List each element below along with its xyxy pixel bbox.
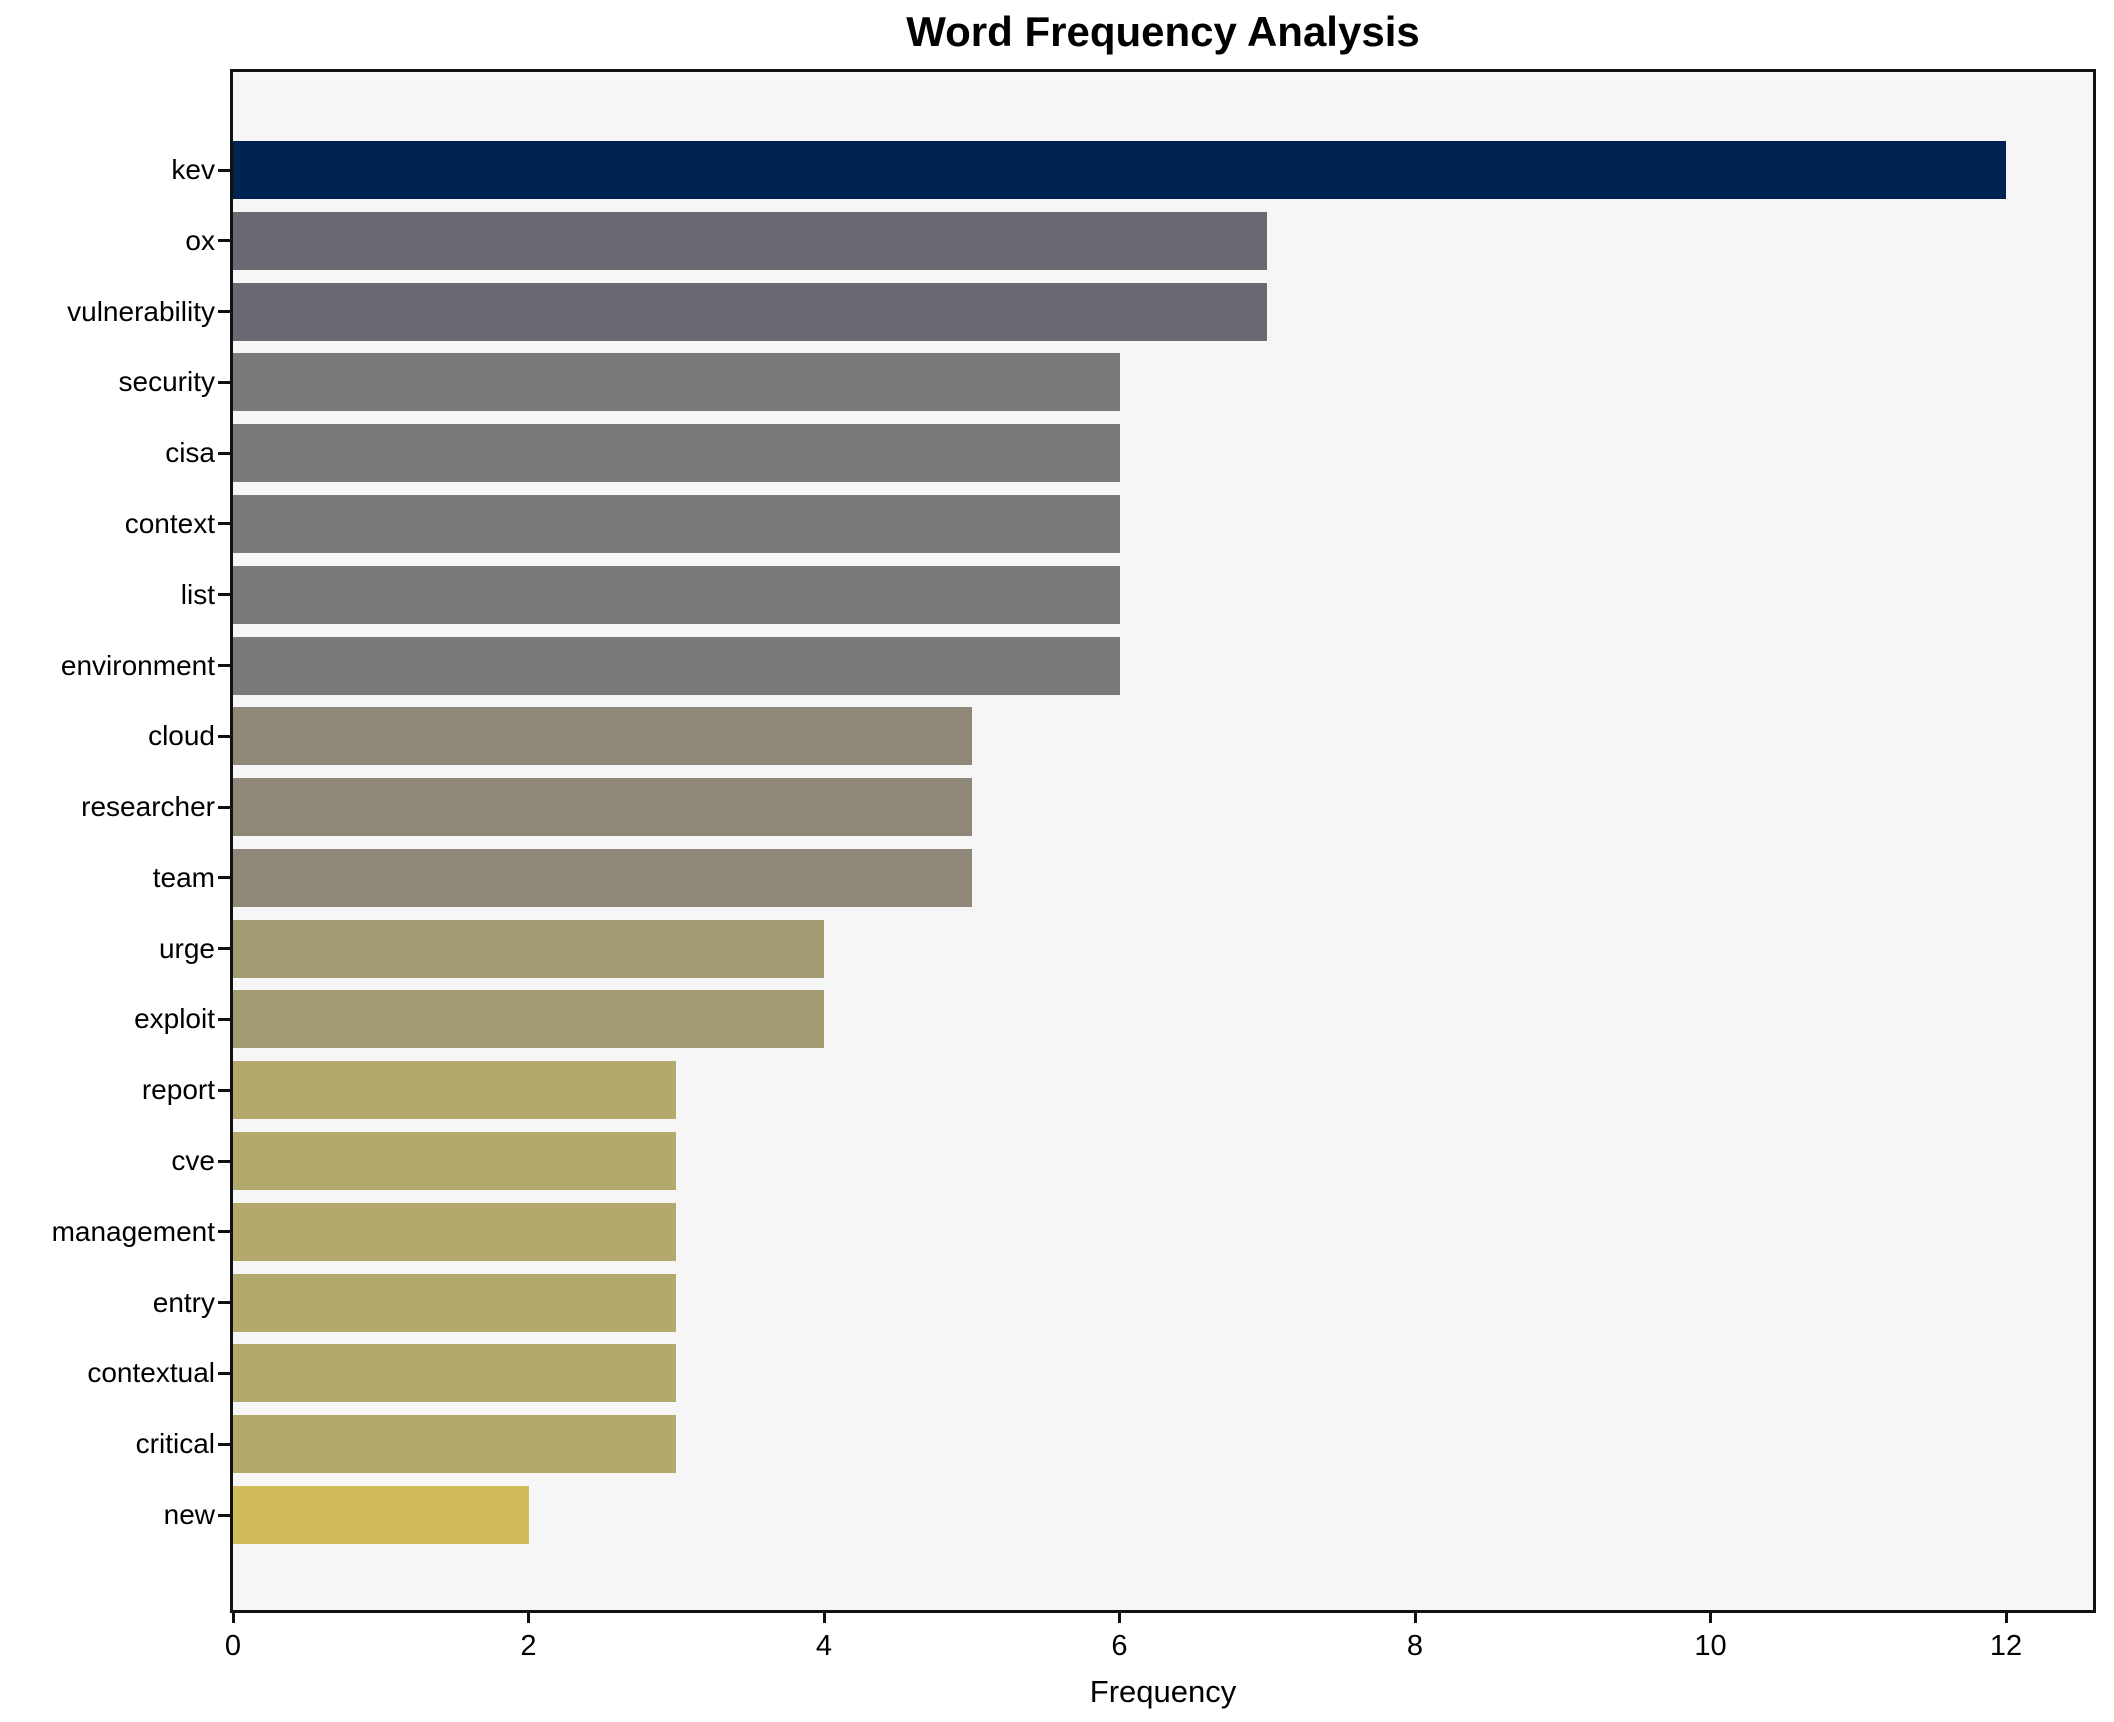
y-tick-label-context: context <box>124 507 215 539</box>
bar-entry <box>233 1273 677 1332</box>
y-tick-mark <box>218 1088 231 1092</box>
bar-researcher <box>233 778 972 837</box>
chart-title: Word Frequency Analysis <box>906 8 1420 55</box>
bar-management <box>233 1202 677 1261</box>
x-tick-label-4: 4 <box>815 1630 833 1662</box>
bar-environment <box>233 636 1120 695</box>
y-tick-label-kev: kev <box>171 154 215 185</box>
y-tick-label-entry: entry <box>152 1286 215 1318</box>
x-tick-mark <box>527 1610 530 1623</box>
x-axis-label: Frequency <box>1089 1674 1237 1709</box>
y-tick-label-ox: ox <box>185 224 215 256</box>
bar-urge <box>233 919 824 978</box>
y-tick-mark <box>218 734 231 738</box>
x-tick-mark <box>1118 1610 1121 1623</box>
y-tick-mark <box>218 664 231 668</box>
bar-report <box>233 1061 677 1120</box>
y-tick-mark <box>218 1442 231 1446</box>
y-tick-label-cve: cve <box>171 1145 215 1177</box>
bar-contextual <box>233 1344 677 1403</box>
x-tick-label-10: 10 <box>1694 1630 1727 1662</box>
plot-area <box>230 69 2096 1613</box>
x-tick-label-8: 8 <box>1406 1630 1424 1662</box>
y-tick-label-researcher: researcher <box>81 791 215 823</box>
y-tick-mark <box>218 1371 231 1375</box>
x-tick-mark <box>1413 1610 1417 1623</box>
y-tick-label-critical: critical <box>135 1428 215 1460</box>
y-tick-mark <box>218 1017 231 1021</box>
y-tick-label-list: list <box>180 578 215 610</box>
bar-exploit <box>233 990 824 1049</box>
bar-vulnerability <box>233 282 1268 341</box>
y-tick-label-security: security <box>118 366 215 398</box>
bar-team <box>233 848 972 907</box>
bar-context <box>233 494 1120 553</box>
bar-list <box>233 565 1120 624</box>
y-tick-label-vulnerability: vulnerability <box>67 295 215 327</box>
x-tick-mark <box>2004 1610 2008 1623</box>
y-tick-mark <box>218 1513 231 1517</box>
x-tick-mark <box>822 1610 826 1623</box>
bar-cve <box>233 1132 677 1191</box>
y-tick-mark <box>218 876 231 880</box>
y-tick-mark <box>218 805 231 809</box>
x-tick-label-12: 12 <box>1989 1630 2023 1662</box>
bar-cloud <box>233 707 972 766</box>
bar-critical <box>233 1415 677 1474</box>
y-tick-label-contextual: contextual <box>87 1357 215 1389</box>
bar-security <box>233 353 1120 412</box>
x-tick-mark <box>1709 1610 1712 1623</box>
y-tick-label-management: management <box>51 1215 215 1247</box>
y-tick-label-report: report <box>141 1074 215 1106</box>
x-tick-label-6: 6 <box>1111 1630 1128 1662</box>
bar-cisa <box>233 424 1120 483</box>
y-tick-label-urge: urge <box>158 932 215 964</box>
bar-ox <box>233 211 1268 270</box>
y-tick-mark <box>218 1301 231 1305</box>
x-tick-mark <box>231 1610 235 1623</box>
y-axis: kev ox vulnerability security cisa context lis… <box>0 72 215 1610</box>
y-tick-label-new: new <box>163 1499 215 1530</box>
y-tick-label-team: team <box>152 861 215 893</box>
x-axis-ticks: 0 2 4 6 8 10 12 <box>225 1610 2093 1690</box>
bar-kev <box>233 141 2006 199</box>
y-tick-mark <box>218 1230 231 1234</box>
y-tick-mark <box>218 522 231 526</box>
y-axis-ticks <box>218 72 231 1610</box>
y-tick-mark <box>218 168 231 172</box>
x-tick-label-0: 0 <box>224 1630 242 1662</box>
y-tick-label-cloud: cloud <box>148 720 215 752</box>
y-tick-mark <box>218 593 231 597</box>
y-tick-mark <box>218 380 231 384</box>
y-tick-mark <box>218 1159 231 1163</box>
y-tick-mark <box>218 947 231 951</box>
y-tick-label-cisa: cisa <box>165 437 215 469</box>
y-tick-mark <box>218 310 231 314</box>
y-tick-mark <box>218 451 231 455</box>
x-tick-label-2: 2 <box>520 1630 537 1662</box>
y-tick-label-exploit: exploit <box>134 1003 215 1035</box>
y-tick-mark <box>218 239 231 243</box>
bar-new <box>233 1486 529 1544</box>
y-tick-label-environment: environment <box>60 649 215 681</box>
